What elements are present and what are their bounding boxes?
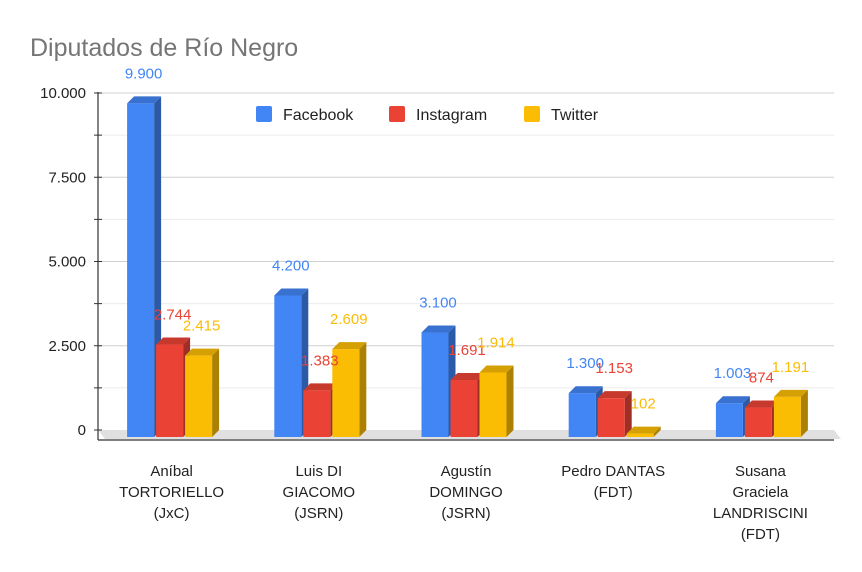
data-label-twitter: 1.914: [477, 334, 515, 351]
x-category-label: Susana Graciela LANDRISCINI (FDT): [713, 463, 808, 543]
y-tick-label: 2.500: [48, 338, 86, 355]
data-label-facebook: 4.200: [272, 257, 310, 274]
legend-label: Twitter: [551, 107, 599, 124]
x-category-label: Aníbal TORTORIELLO (JxC): [119, 463, 224, 522]
data-label-facebook: 3.100: [419, 295, 457, 312]
legend-swatch: [389, 106, 405, 122]
bar-instagram-2: [450, 373, 485, 437]
bar-facebook-0: [127, 96, 162, 438]
legend-item-twitter: Twitter: [524, 106, 599, 124]
chart-title: Diputados de Río Negro: [30, 34, 298, 62]
bar-facebook-4: [715, 396, 750, 437]
bar-twitter-2: [479, 365, 514, 437]
y-tick-label: 5.000: [48, 254, 86, 271]
x-category-label: Agustín DOMINGO (JSRN): [429, 463, 502, 522]
data-label-instagram: 1.383: [301, 352, 339, 369]
legend-item-facebook: Facebook: [256, 106, 354, 124]
data-label-facebook: 1.300: [566, 355, 604, 372]
legend-item-instagram: Instagram: [389, 106, 487, 124]
x-category-label: Luis DI GIACOMO (JSRN): [283, 463, 356, 522]
y-tick-label: 10.000: [40, 85, 86, 102]
legend-label: Facebook: [283, 107, 354, 124]
data-label-instagram: 2.744: [154, 307, 192, 324]
bar-twitter-3: [626, 426, 661, 437]
legend-swatch: [256, 106, 272, 122]
data-label-twitter: 102: [631, 396, 656, 413]
bar-instagram-3: [597, 391, 632, 437]
data-label-twitter: 2.415: [183, 318, 221, 335]
data-label-twitter: 2.609: [330, 311, 368, 328]
bar-instagram-1: [303, 383, 338, 437]
data-label-instagram: 1.691: [448, 342, 486, 359]
data-label-facebook: 9.900: [125, 65, 163, 82]
data-label-instagram: 874: [749, 370, 774, 387]
x-category-label: Pedro DANTAS (FDT): [561, 463, 665, 501]
bar-twitter-4: [773, 389, 808, 437]
data-label-twitter: 1.191: [772, 359, 810, 376]
bar-instagram-4: [744, 400, 779, 437]
data-label-instagram: 1.153: [595, 360, 633, 377]
legend-swatch: [524, 106, 540, 122]
data-label-facebook: 1.003: [714, 365, 752, 382]
bar-twitter-0: [185, 348, 220, 437]
bar-instagram-0: [156, 337, 191, 437]
bar-facebook-3: [568, 386, 603, 437]
legend-label: Instagram: [416, 107, 487, 124]
y-tick-label: 7.500: [48, 169, 86, 186]
y-tick-label: 0: [78, 422, 86, 439]
bar-twitter-1: [332, 342, 367, 437]
